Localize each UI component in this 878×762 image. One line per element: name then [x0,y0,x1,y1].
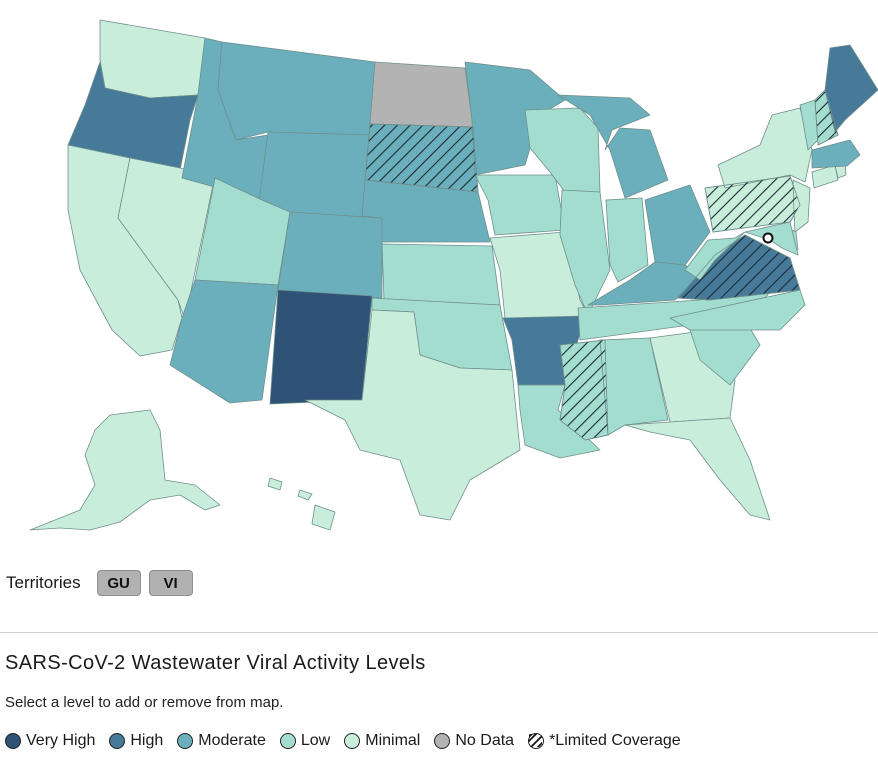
very-high-swatch-icon [5,733,21,749]
legend-title: SARS-CoV-2 Wastewater Viral Activity Lev… [5,652,426,674]
legend-label: Minimal [365,732,421,749]
moderate-swatch-icon [177,733,194,749]
minimal-swatch-icon [344,733,361,749]
state-ks[interactable] [381,243,501,306]
territories-label: Territories [6,573,81,592]
legend-label: Low [300,732,331,749]
state-nj[interactable] [792,179,811,233]
state-wa[interactable] [99,19,206,99]
state-co[interactable] [277,211,383,299]
low-swatch-icon [279,733,296,749]
territory-button-gu[interactable]: GU [96,570,141,596]
us-map [29,19,878,531]
state-mi[interactable] [557,94,669,199]
high-swatch-icon [109,733,126,749]
state-ct[interactable] [811,164,839,189]
states-layer [29,19,878,531]
state-fl[interactable] [624,417,771,521]
state-ny[interactable] [717,107,813,189]
legend-label: Moderate [198,732,266,749]
state-ma[interactable] [811,139,861,169]
legend-item-low[interactable]: Low [279,732,331,750]
legend: Very High High Moderate Low Minimal No D… [5,732,695,750]
legend-label: *Limited Coverage [549,732,681,749]
dc-marker[interactable] [762,232,774,244]
legend-item-very-high[interactable]: Very High [5,732,95,750]
state-tx[interactable] [304,309,521,521]
state-az[interactable] [169,279,279,404]
state-ia[interactable] [474,174,566,236]
legend-label: Very High [26,732,96,749]
hatch-swatch-icon [528,733,545,749]
state-nm[interactable] [269,289,373,405]
legend-item-limited-coverage[interactable]: *Limited Coverage [528,732,681,750]
state-hi[interactable] [267,477,336,531]
legend-item-moderate[interactable]: Moderate [177,732,266,750]
state-in[interactable] [605,197,649,283]
state-ak[interactable] [29,409,221,531]
legend-item-minimal[interactable]: Minimal [344,732,420,750]
legend-item-no-data[interactable]: No Data [434,732,514,750]
state-nd[interactable] [369,61,474,128]
legend-subtitle: Select a level to add or remove from map… [5,694,284,711]
state-or[interactable] [67,61,199,171]
no-data-swatch-icon [434,733,451,749]
us-map-svg [29,19,878,531]
territories-row: Territories GU VI [6,570,193,596]
legend-label: High [130,732,164,749]
state-mt[interactable] [217,41,376,141]
divider [0,632,878,633]
state-ms[interactable] [559,339,609,441]
territory-button-vi[interactable]: VI [148,570,193,596]
legend-item-high[interactable]: High [109,732,163,750]
state-me[interactable] [824,44,878,133]
legend-label: No Data [455,732,515,749]
